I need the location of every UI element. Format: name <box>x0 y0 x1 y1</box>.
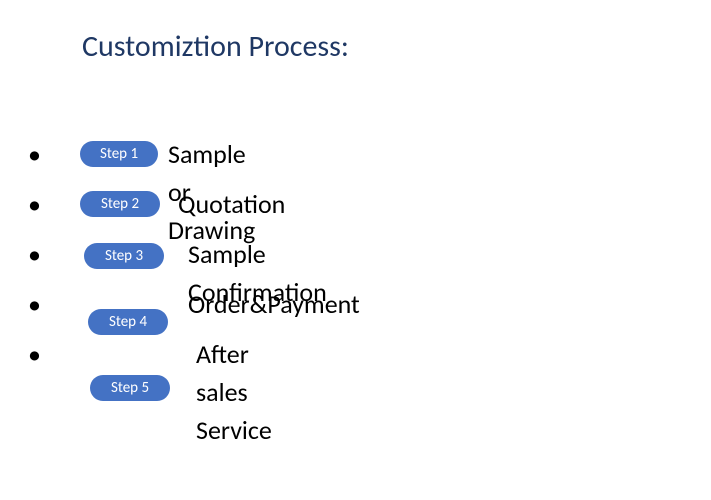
step-badge: Step 3 <box>84 243 164 269</box>
step-text: After sales Service <box>196 335 272 449</box>
bullet-icon: • <box>28 235 42 273</box>
bullet-icon: • <box>28 135 42 173</box>
list-item: • Step 5 After sales Service <box>28 335 54 385</box>
step-badge: Step 5 <box>90 375 170 401</box>
step-badge: Step 4 <box>88 309 168 335</box>
bullet-icon: • <box>28 335 42 373</box>
list-item: • Step 3 Sample Confirmation <box>28 235 54 285</box>
step-text: Quotation <box>178 185 285 223</box>
process-list: • Step 1 Sample or Drawing • Step 2 Quot… <box>28 135 54 385</box>
bullet-icon: • <box>28 185 42 223</box>
step-badge: Step 2 <box>80 191 160 217</box>
page-title: Customiztion Process: <box>82 28 349 65</box>
list-item: • Step 1 Sample or Drawing <box>28 135 54 185</box>
list-item: • Step 2 Quotation <box>28 185 54 235</box>
step-text: Order&Payment <box>188 285 360 323</box>
step-badge: Step 1 <box>80 141 158 167</box>
bullet-icon: • <box>28 285 42 323</box>
list-item: • Step 4 Order&Payment <box>28 285 54 335</box>
